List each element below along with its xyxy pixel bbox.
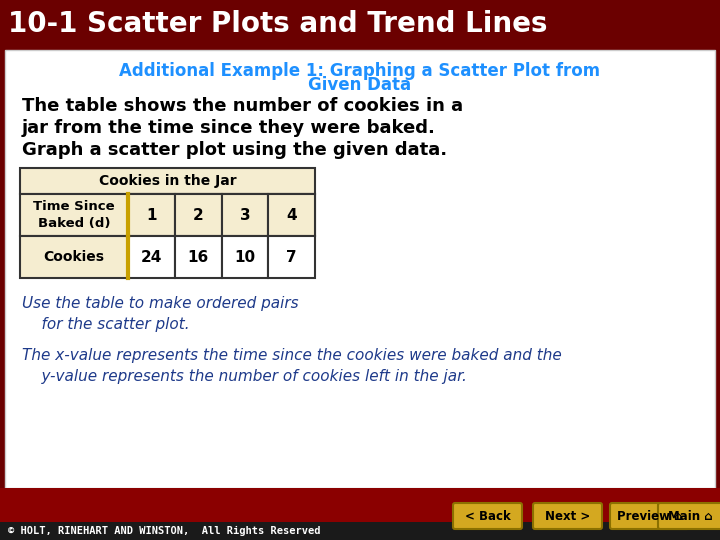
FancyBboxPatch shape bbox=[610, 503, 689, 529]
Bar bbox=[222, 194, 269, 236]
Text: The x-value represents the time since the cookies were baked and the
    y-value: The x-value represents the time since th… bbox=[22, 348, 562, 384]
Text: Next >: Next > bbox=[545, 510, 590, 523]
Text: 3: 3 bbox=[240, 207, 250, 222]
Text: Preview ⌂: Preview ⌂ bbox=[617, 510, 683, 523]
Text: 16: 16 bbox=[187, 249, 209, 265]
Bar bbox=[0, 488, 720, 522]
Bar bbox=[5, 50, 715, 488]
Text: Time Since
Baked (d): Time Since Baked (d) bbox=[33, 200, 114, 230]
Text: 10: 10 bbox=[234, 249, 256, 265]
Text: Use the table to make ordered pairs
    for the scatter plot.: Use the table to make ordered pairs for … bbox=[22, 296, 299, 332]
Bar bbox=[20, 194, 315, 236]
Bar bbox=[269, 236, 315, 278]
Text: 24: 24 bbox=[140, 249, 162, 265]
FancyBboxPatch shape bbox=[453, 503, 522, 529]
Text: Cookies: Cookies bbox=[43, 250, 104, 264]
Bar bbox=[222, 236, 269, 278]
Bar bbox=[175, 194, 222, 236]
Text: © HOLT, RINEHART AND WINSTON,  All Rights Reserved: © HOLT, RINEHART AND WINSTON, All Rights… bbox=[8, 526, 320, 536]
Text: Main ⌂: Main ⌂ bbox=[667, 510, 712, 523]
Bar bbox=[20, 168, 315, 194]
Text: The table shows the number of cookies in a: The table shows the number of cookies in… bbox=[22, 97, 463, 115]
Bar bbox=[20, 236, 128, 278]
Text: 7: 7 bbox=[287, 249, 297, 265]
Text: Additional Example 1: Graphing a Scatter Plot from: Additional Example 1: Graphing a Scatter… bbox=[120, 62, 600, 80]
Text: < Back: < Back bbox=[464, 510, 510, 523]
Text: 1: 1 bbox=[146, 207, 157, 222]
Text: Cookies in the Jar: Cookies in the Jar bbox=[99, 174, 236, 188]
Text: Given Data: Given Data bbox=[308, 76, 412, 94]
Text: 10-1 Scatter Plots and Trend Lines: 10-1 Scatter Plots and Trend Lines bbox=[8, 10, 547, 38]
Bar bbox=[269, 194, 315, 236]
Bar bbox=[175, 236, 222, 278]
Text: Graph a scatter plot using the given data.: Graph a scatter plot using the given dat… bbox=[22, 141, 447, 159]
Bar bbox=[128, 194, 175, 236]
Text: 4: 4 bbox=[287, 207, 297, 222]
Bar bbox=[0, 0, 720, 48]
Bar bbox=[128, 236, 175, 278]
Text: jar from the time since they were baked.: jar from the time since they were baked. bbox=[22, 119, 436, 137]
Text: 2: 2 bbox=[193, 207, 204, 222]
FancyBboxPatch shape bbox=[658, 503, 720, 529]
Bar bbox=[0, 522, 720, 540]
FancyBboxPatch shape bbox=[533, 503, 602, 529]
